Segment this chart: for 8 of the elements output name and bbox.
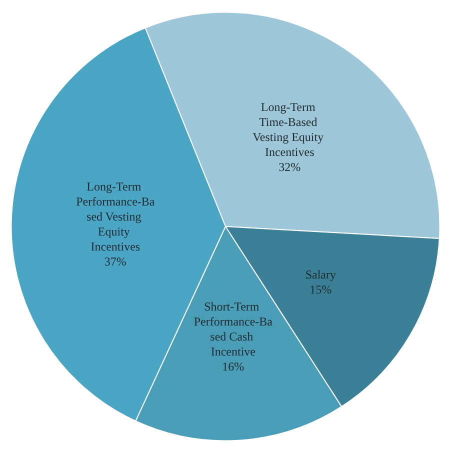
slice-label: Short-Term Performance-Based Cash Incentive <box>194 299 274 358</box>
data-label: 15% <box>310 282 332 296</box>
data-label: 32% <box>278 160 301 174</box>
data-label: 37% <box>104 254 126 268</box>
slice-label: Long-Term Performance-Based Vesting Equity Incentives <box>76 179 156 254</box>
slice-label: Long-Term Time-Based Vesting Equity Incentives <box>252 100 327 159</box>
slice-label: Salary <box>305 267 336 282</box>
data-label: 16% <box>222 359 244 374</box>
